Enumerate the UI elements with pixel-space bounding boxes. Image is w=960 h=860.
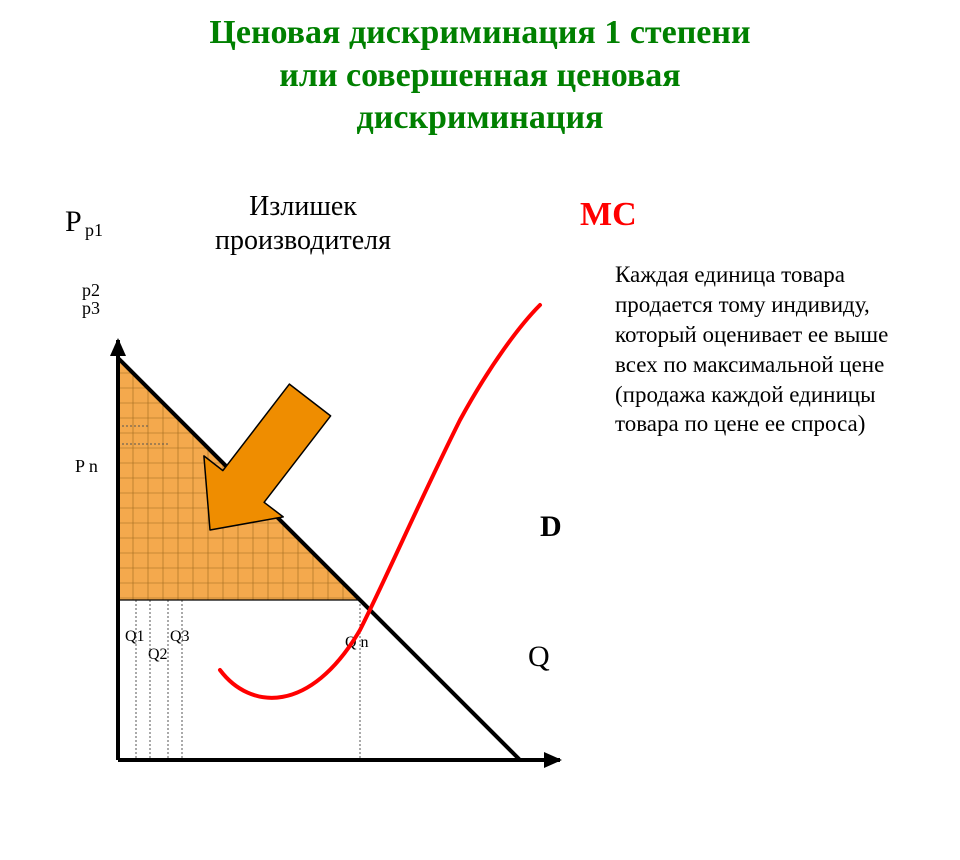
title-text: Ценовая дискриминация 1 степениили совер…	[209, 14, 750, 136]
page-title: Ценовая дискриминация 1 степениили совер…	[0, 0, 960, 140]
chart-svg	[0, 140, 960, 860]
